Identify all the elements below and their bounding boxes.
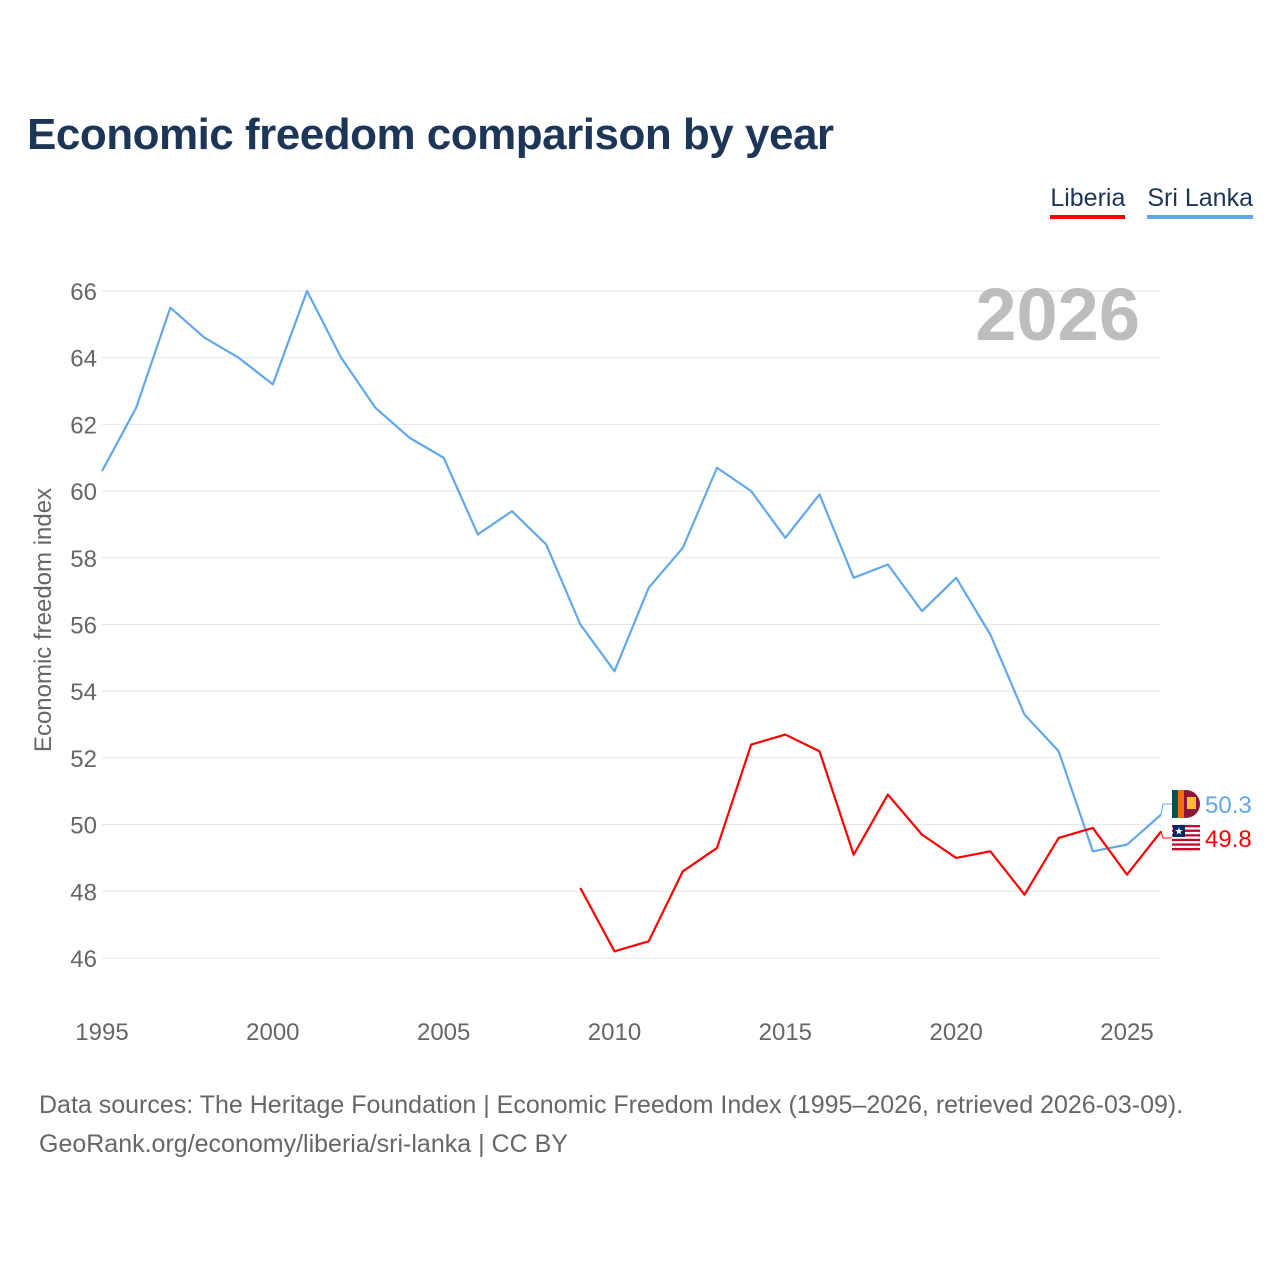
flag-stripe	[1172, 838, 1200, 842]
x-tick-label: 2010	[588, 1019, 641, 1046]
y-tick-label: 54	[70, 679, 97, 706]
flag-stripe	[1178, 790, 1184, 818]
flag-stripe	[1172, 843, 1200, 846]
end-label-sri-lanka: 50.3	[1205, 792, 1252, 819]
x-tick-label: 1995	[75, 1019, 128, 1046]
flag-canton	[1173, 825, 1185, 837]
leader-line	[1160, 803, 1172, 815]
year-watermark: 2026	[975, 273, 1140, 356]
flag-stripe	[1172, 829, 1200, 832]
footer: Data sources: The Heritage Foundation | …	[39, 1086, 1183, 1164]
x-tick-label: 2015	[759, 1019, 812, 1046]
y-tick-label: 56	[70, 613, 97, 640]
end-label-liberia: 49.8	[1205, 826, 1252, 853]
leader-line	[1160, 831, 1172, 839]
flag-stripe	[1172, 834, 1200, 837]
liberia-flag-icon	[1171, 823, 1201, 853]
y-tick-label: 62	[70, 412, 97, 439]
legend-liberia[interactable]: Liberia	[1050, 184, 1126, 219]
flag-lion	[1187, 797, 1196, 809]
legend-sri-lanka[interactable]: Sri Lanka	[1147, 184, 1253, 219]
x-tick-label: 2005	[417, 1019, 470, 1046]
y-tick-label: 58	[70, 546, 97, 573]
flag-stripe	[1172, 790, 1178, 818]
y-tick-label: 66	[70, 279, 97, 306]
flag-stripe	[1172, 825, 1200, 828]
y-axis-label: Economic freedom index	[30, 488, 57, 752]
y-tick-label: 48	[70, 879, 97, 906]
chart-title: Economic freedom comparison by year	[27, 110, 834, 159]
sri-lanka-flag-icon	[1172, 790, 1200, 818]
y-tick-label: 52	[70, 746, 97, 773]
series-line-sri-lanka	[101, 289, 1162, 853]
y-tick-label: 64	[70, 346, 97, 373]
footer-sources: Data sources: The Heritage Foundation | …	[39, 1091, 1184, 1119]
legend: Liberia Sri Lanka	[1050, 184, 1253, 219]
x-tick-label: 2020	[929, 1019, 982, 1046]
y-tick-label: 60	[70, 479, 97, 506]
y-tick-label: 50	[70, 813, 97, 840]
flag-stripe	[1172, 848, 1200, 851]
y-tick-label: 46	[70, 946, 97, 973]
footer-attribution: GeoRank.org/economy/liberia/sri-lanka | …	[39, 1130, 568, 1158]
x-tick-label: 2000	[246, 1019, 299, 1046]
x-tick-label: 2025	[1100, 1019, 1153, 1046]
series-line-liberia	[579, 733, 1163, 953]
flag-star: ★	[1175, 827, 1184, 838]
